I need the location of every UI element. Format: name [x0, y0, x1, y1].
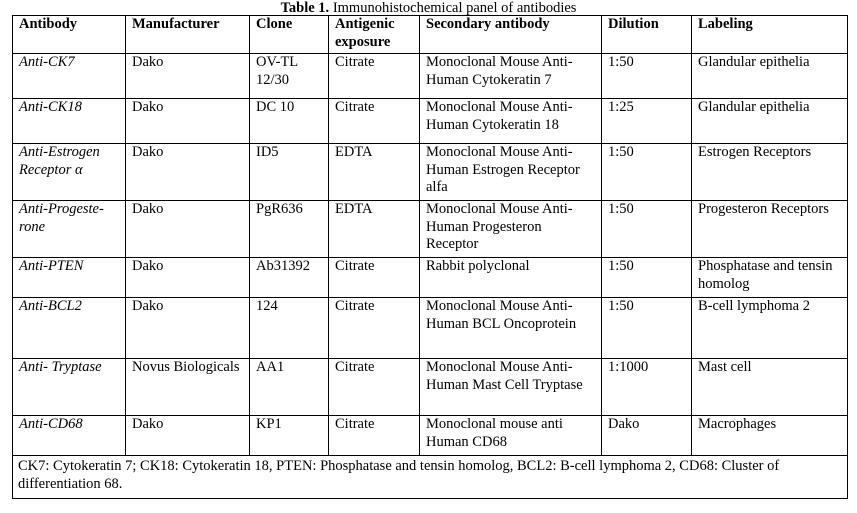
- antibody-cell: Anti-BCL2: [12, 297, 126, 359]
- labeling-cell: Glandular epithelia: [691, 98, 848, 144]
- header-manufacturer: Manufacturer: [125, 15, 250, 54]
- exposure-cell: Citrate: [328, 358, 420, 416]
- table-row: Anti-Estrogen Receptor α Dako ID5 EDTA M…: [12, 143, 848, 201]
- header-antibody: Antibody: [12, 15, 126, 54]
- manufacturer-cell: Novus Biologicals: [125, 358, 250, 416]
- table-row: Anti- Tryptase Novus Biologicals AA1 Cit…: [12, 358, 848, 416]
- table-row: Anti-Progeste-rone Dako PgR636 EDTA Mono…: [12, 200, 848, 258]
- table-row: Anti-CK18 Dako DC 10 Citrate Monoclonal …: [12, 98, 848, 144]
- dilution-cell: 1:50: [601, 53, 692, 99]
- labeling-cell: B-cell lymphoma 2: [691, 297, 848, 359]
- clone-cell: OV-TL 12/30: [249, 53, 329, 99]
- manufacturer-cell: Dako: [125, 200, 250, 258]
- manufacturer-cell: Dako: [125, 297, 250, 359]
- table-caption: Table 1. Immunohistochemical panel of an…: [0, 0, 857, 16]
- clone-cell: AA1: [249, 358, 329, 416]
- manufacturer-cell: Dako: [125, 415, 250, 456]
- antibody-cell: Anti- Tryptase: [12, 358, 126, 416]
- secondary-antibody-cell: Rabbit polyclonal: [419, 257, 602, 298]
- antibody-cell: Anti-CK7: [12, 53, 126, 99]
- labeling-cell: Macrophages: [691, 415, 848, 456]
- antibody-cell: Anti-CD68: [12, 415, 126, 456]
- secondary-antibody-cell: Monoclonal mouse anti Human CD68: [419, 415, 602, 456]
- dilution-cell: 1:1000: [601, 358, 692, 416]
- manufacturer-cell: Dako: [125, 98, 250, 144]
- exposure-cell: Citrate: [328, 53, 420, 99]
- table-caption-label: Table 1.: [280, 0, 330, 16]
- antibody-cell: Anti-CK18: [12, 98, 126, 144]
- secondary-antibody-cell: Monoclonal Mouse Anti-Human Estrogen Rec…: [419, 143, 602, 201]
- exposure-cell: Citrate: [328, 257, 420, 298]
- header-dilution: Dilution: [601, 15, 692, 54]
- table-row: Anti-PTEN Dako Ab31392 Citrate Rabbit po…: [12, 257, 848, 298]
- antibody-panel-table: Antibody Manufacturer Clone Antigenic ex…: [12, 15, 848, 499]
- clone-cell: PgR636: [249, 200, 329, 258]
- antibody-cell: Anti-Estrogen Receptor α: [12, 143, 126, 201]
- secondary-antibody-cell: Monoclonal Mouse Anti-Human Mast Cell Tr…: [419, 358, 602, 416]
- exposure-cell: EDTA: [328, 143, 420, 201]
- labeling-cell: Phosphatase and tensin homolog: [691, 257, 848, 298]
- labeling-cell: Progesteron Receptors: [691, 200, 848, 258]
- exposure-cell: EDTA: [328, 200, 420, 258]
- exposure-cell: Citrate: [328, 98, 420, 144]
- clone-cell: 124: [249, 297, 329, 359]
- secondary-antibody-cell: Monoclonal Mouse Anti-Human Progesteron …: [419, 200, 602, 258]
- dilution-cell: 1:50: [601, 143, 692, 201]
- clone-cell: KP1: [249, 415, 329, 456]
- secondary-antibody-cell: Monoclonal Mouse Anti-Human Cytokeratin …: [419, 53, 602, 99]
- clone-cell: ID5: [249, 143, 329, 201]
- secondary-antibody-cell: Monoclonal Mouse Anti-Human BCL Oncoprot…: [419, 297, 602, 359]
- dilution-cell: Dako: [601, 415, 692, 456]
- secondary-antibody-cell: Monoclonal Mouse Anti-Human Cytokeratin …: [419, 98, 602, 144]
- dilution-cell: 1:50: [601, 257, 692, 298]
- header-clone: Clone: [249, 15, 329, 54]
- header-row: Antibody Manufacturer Clone Antigenic ex…: [12, 15, 848, 54]
- header-antigenic-exposure: Antigenic exposure: [328, 15, 420, 54]
- table-row: Anti-CK7 Dako OV-TL 12/30 Citrate Monocl…: [12, 53, 848, 99]
- manufacturer-cell: Dako: [125, 257, 250, 298]
- footnote-row: CK7: Cytokeratin 7; CK18: Cytokeratin 18…: [12, 455, 848, 499]
- antibody-cell: Anti-PTEN: [12, 257, 126, 298]
- dilution-cell: 1:25: [601, 98, 692, 144]
- labeling-cell: Estrogen Receptors: [691, 143, 848, 201]
- clone-cell: Ab31392: [249, 257, 329, 298]
- antibody-cell: Anti-Progeste-rone: [12, 200, 126, 258]
- dilution-cell: 1:50: [601, 297, 692, 359]
- labeling-cell: Glandular epithelia: [691, 53, 848, 99]
- exposure-cell: Citrate: [328, 415, 420, 456]
- header-secondary-antibody: Secondary antibody: [419, 15, 602, 54]
- table-caption-text: Immunohistochemical panel of antibodies: [329, 0, 577, 16]
- dilution-cell: 1:50: [601, 200, 692, 258]
- clone-cell: DC 10: [249, 98, 329, 144]
- manufacturer-cell: Dako: [125, 53, 250, 99]
- exposure-cell: Citrate: [328, 297, 420, 359]
- table-row: Anti-CD68 Dako KP1 Citrate Monoclonal mo…: [12, 415, 848, 456]
- header-labeling: Labeling: [691, 15, 848, 54]
- table-row: Anti-BCL2 Dako 124 Citrate Monoclonal Mo…: [12, 297, 848, 359]
- table-footnote: CK7: Cytokeratin 7; CK18: Cytokeratin 18…: [12, 455, 848, 499]
- manufacturer-cell: Dako: [125, 143, 250, 201]
- labeling-cell: Mast cell: [691, 358, 848, 416]
